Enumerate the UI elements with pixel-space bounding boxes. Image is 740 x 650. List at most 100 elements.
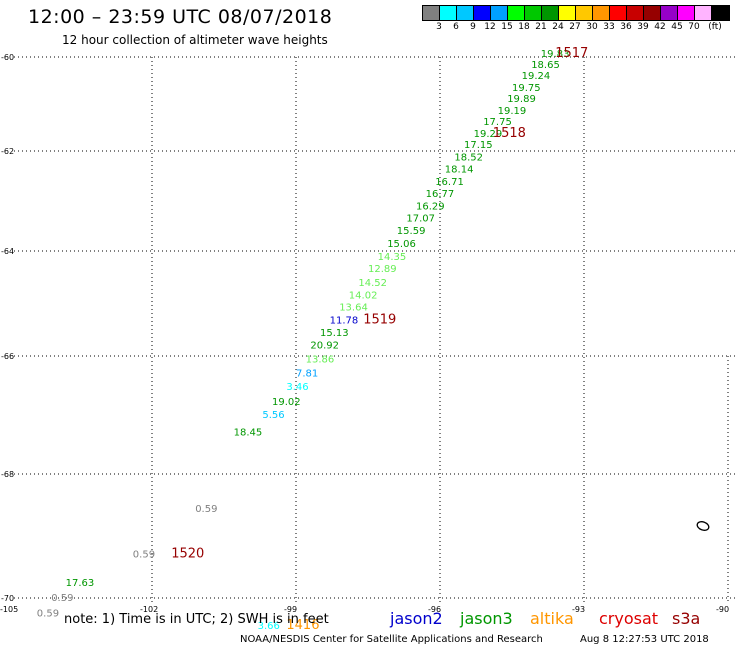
wave-height-label: 11.78 [330,315,359,326]
wave-height-label: 13.86 [306,354,335,365]
lon-tick-label: -105 [0,605,18,614]
legend-label: 24 [552,22,564,32]
lat-tick-label: -64 [1,247,14,256]
wave-height-label: 17.15 [464,140,493,151]
wave-height-label: 17.07 [406,214,435,225]
wave-height-label: 15.59 [397,226,426,237]
legend-swatch [491,6,508,20]
legend-swatch [610,6,627,20]
wave-height-label: 14.35 [378,252,407,263]
legend-swatch [576,6,593,20]
lat-tick-label: -68 [1,470,14,479]
legend-swatch [474,6,491,20]
page-title: 12:00 – 23:59 UTC 08/07/2018 [28,6,333,28]
wave-height-label: 0.59 [133,550,155,561]
pass-number-label: 1517 [555,46,588,61]
legend-swatch [678,6,695,20]
wave-height-label: 0.59 [195,504,217,515]
wave-height-label: 16.77 [426,189,455,200]
wave-height-label: 13.64 [339,302,368,313]
legend-swatch [627,6,644,20]
pass-number-label: 1416 [286,618,319,633]
legend-swatch [423,6,440,20]
legend-swatch [542,6,559,20]
pass-number-label: 1519 [363,312,396,327]
wave-height-label: 15.13 [320,328,349,339]
wave-height-label: 5.56 [262,410,284,421]
legend-label: 42 [654,22,666,32]
legend-label: (ft) [708,22,722,32]
legend-label: 70 [688,22,700,32]
wave-height-label: 18.45 [234,428,263,439]
legend-label: 30 [586,22,598,32]
legend-swatch [440,6,457,20]
wave-height-label: 19.83 [541,49,570,60]
lat-tick-label: -66 [1,352,14,361]
legend-swatch [559,6,576,20]
legend-label: 39 [637,22,649,32]
wave-height-label: 17.75 [483,117,512,128]
legend-swatch [661,6,678,20]
wave-height-label: 12.89 [368,264,397,275]
wave-height-label: 19.19 [498,106,527,117]
legend-label: 12 [484,22,496,32]
wave-height-label: 19.75 [512,83,541,94]
page-subtitle: 12 hour collection of altimeter wave hei… [62,33,328,47]
lat-tick-label: -62 [1,147,14,156]
satellite-jason2-label: jason2 [390,609,443,628]
footer-timestamp: Aug 8 12:27:53 UTC 2018 [580,634,709,645]
satellite-cryosat-label: cryosat [599,609,659,628]
legend-label: 33 [603,22,615,32]
lon-tick-label: -99 [284,605,297,614]
wave-height-label: 19.24 [522,71,551,82]
legend-label: 6 [453,22,459,32]
color-legend [422,5,730,21]
wave-height-label: 16.29 [416,202,445,213]
legend-swatch [457,6,474,20]
wave-height-label: 17.63 [66,578,95,589]
lon-tick-label: -96 [428,605,441,614]
lat-tick-label: -60 [1,53,14,62]
wave-height-label: 18.65 [531,60,560,71]
lon-tick-label: -90 [716,605,729,614]
wave-height-label: 19.89 [507,94,536,105]
legend-label: 3 [436,22,442,32]
legend-swatch [593,6,610,20]
legend-label: 27 [569,22,581,32]
legend-swatch [525,6,542,20]
legend-label: 36 [620,22,632,32]
pass-number-label: 1520 [171,547,204,562]
legend-label: 15 [501,22,513,32]
wave-height-label: 19.29 [474,129,503,140]
legend-swatch [644,6,661,20]
wave-height-label: 18.14 [445,165,474,176]
footer-credit: NOAA/NESDIS Center for Satellite Applica… [240,634,543,645]
footnote: note: 1) Time is in UTC; 2) SWH is in fe… [64,612,329,627]
satellite-altika-label: altika [530,609,574,628]
wave-height-label: 14.52 [358,278,387,289]
legend-label: 9 [470,22,476,32]
wave-height-label: 18.52 [454,153,483,164]
legend-swatch [508,6,525,20]
wave-height-label: 15.06 [387,239,416,250]
lon-tick-label: -102 [140,605,158,614]
legend-label: 45 [671,22,683,32]
legend-swatch [695,6,712,20]
wave-height-label: 3.66 [258,621,280,632]
island-outline [696,521,710,531]
lon-tick-label: -93 [572,605,585,614]
legend-label: 18 [518,22,530,32]
lat-tick-label: -70 [1,594,14,603]
satellite-jason3-label: jason3 [460,609,513,628]
wave-height-label: 16.71 [435,177,464,188]
legend-swatch [712,6,729,20]
wave-height-label: 7.81 [296,369,318,380]
satellite-s3a-label: s3a [672,609,701,628]
wave-height-label: 3.46 [286,382,308,393]
wave-height-label: 20.92 [310,341,339,352]
wave-height-label: 0.59 [37,609,59,620]
wave-height-label: 0.59 [51,593,73,604]
pass-number-label: 1518 [493,126,526,141]
